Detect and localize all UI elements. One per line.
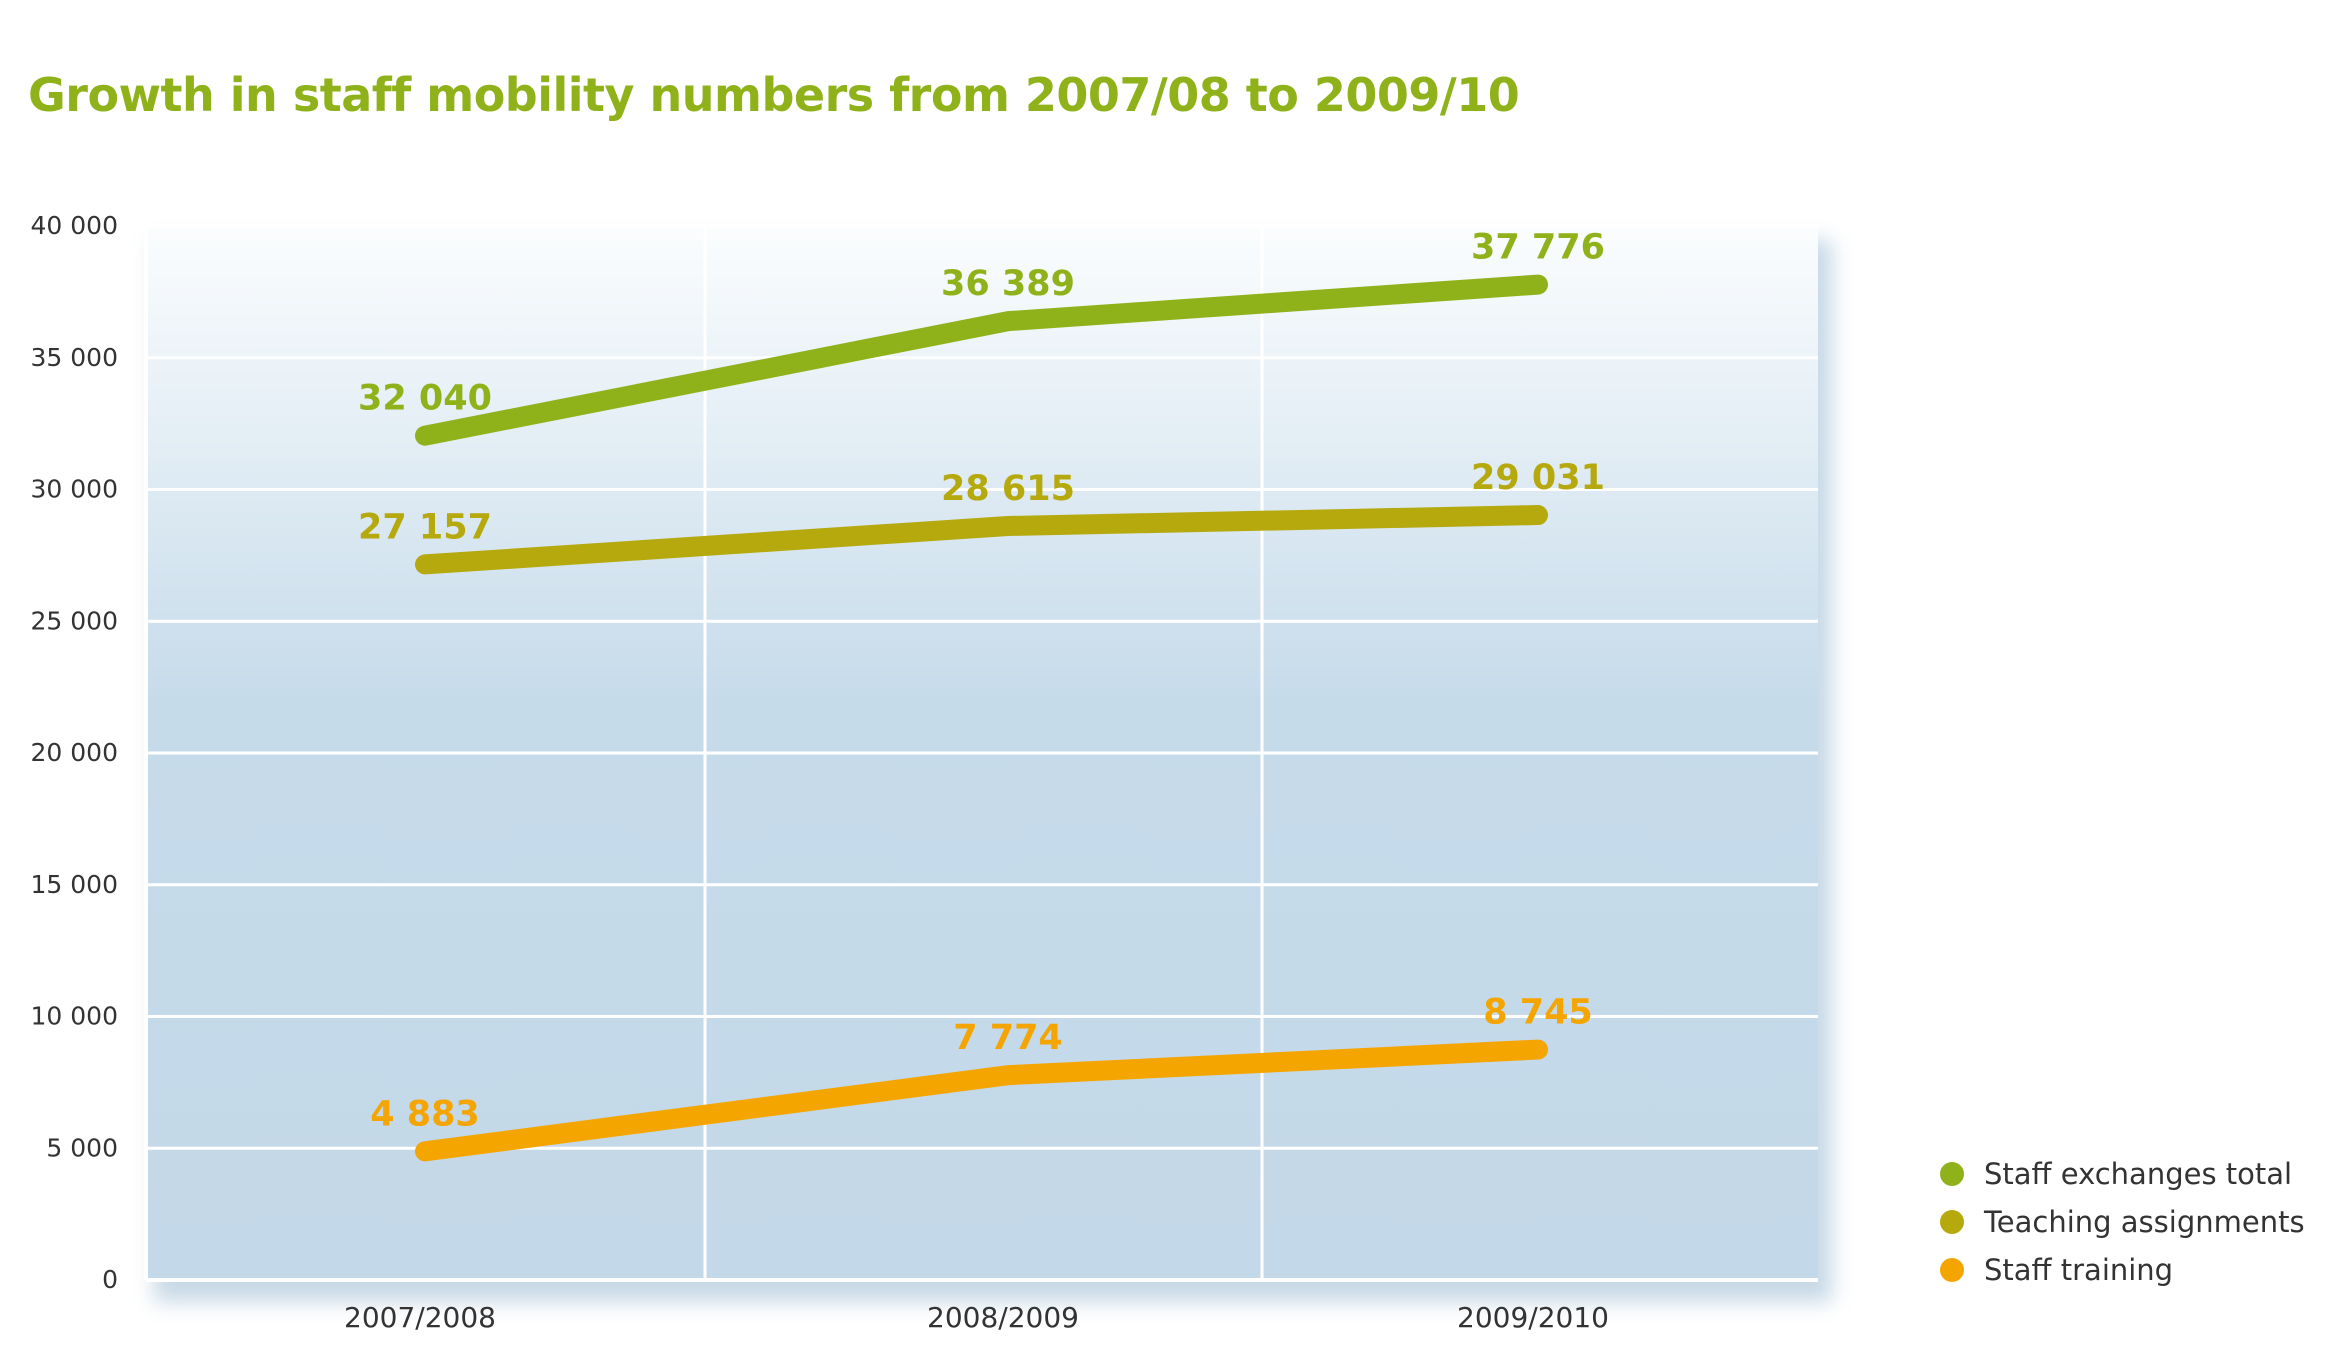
data-point [422,561,428,568]
legend-label: Staff training [1984,1253,2174,1287]
data-point [422,1148,428,1155]
data-label: 27 157 [358,507,492,547]
x-tick-label: 2007/2008 [344,1301,496,1334]
x-axis-ticks: 2007/2008 2008/2009 2009/2010 [344,1301,1609,1334]
legend-item: Teaching assignments [1940,1198,2305,1246]
axes [144,226,1818,1282]
data-label: 28 615 [941,469,1075,509]
y-tick-label: 25 000 [31,606,118,635]
data-labels: 32 040 36 389 37 776 27 157 28 615 29 031 4 88… [358,228,1605,1135]
y-tick-label: 20 000 [31,738,118,767]
data-label: 36 389 [941,264,1075,304]
x-tick-label: 2009/2010 [1457,1301,1609,1334]
data-point [1005,318,1011,325]
data-point [1535,512,1541,519]
legend-item: Staff exchanges total [1940,1150,2305,1198]
legend-label: Teaching assignments [1984,1205,2305,1239]
legend: Staff exchanges total Teaching assignment… [1940,1150,2305,1294]
data-label: 32 040 [358,379,492,419]
data-label: 29 031 [1471,458,1605,498]
data-point [1535,1046,1541,1053]
data-label: 7 774 [953,1018,1063,1058]
legend-item: Staff training [1940,1246,2305,1294]
y-axis-ticks: 0 5 000 10 000 15 000 20 000 25 000 30 000 35 0… [31,211,118,1294]
data-label: 37 776 [1471,228,1605,268]
y-tick-label: 15 000 [31,870,118,899]
data-point [1005,1072,1011,1079]
x-tick-label: 2008/2009 [927,1301,1079,1334]
y-tick-label: 35 000 [31,343,118,372]
y-tick-label: 5 000 [46,1133,118,1162]
y-tick-label: 10 000 [31,1002,118,1031]
grid-lines [146,224,1818,1280]
legend-marker [1940,1162,1964,1186]
data-label: 8 745 [1483,993,1593,1033]
data-point [1005,522,1011,529]
y-tick-label: 40 000 [31,211,118,240]
legend-label: Staff exchanges total [1984,1157,2293,1191]
data-label: 4 883 [370,1094,480,1134]
y-tick-label: 0 [102,1265,118,1294]
legend-marker [1940,1258,1964,1282]
legend-marker [1940,1210,1964,1234]
data-point [422,432,428,439]
data-point [1535,281,1541,288]
y-tick-label: 30 000 [31,475,118,504]
series-lines [415,274,1548,1162]
chart-title: Growth in staff mobility numbers from 20… [28,68,1520,122]
